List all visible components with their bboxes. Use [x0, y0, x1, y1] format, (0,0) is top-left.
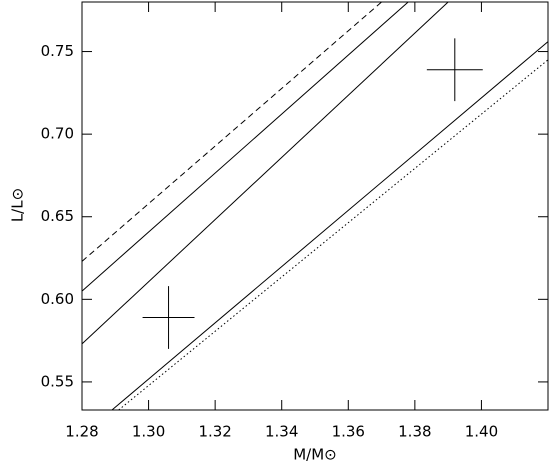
model-line [81, 1, 409, 292]
model-line [118, 59, 549, 411]
model-line [111, 41, 549, 411]
x-tick-label: 1.40 [465, 423, 498, 441]
x-tick-label: 1.38 [398, 423, 431, 441]
model-line [81, 1, 382, 262]
y-tick-label: 0.65 [41, 207, 74, 225]
x-tick-label: 1.30 [132, 423, 165, 441]
x-tick-label: 1.36 [332, 423, 365, 441]
y-tick-label: 0.70 [41, 125, 74, 143]
y-tick-label: 0.55 [41, 372, 74, 390]
y-tick-label: 0.60 [41, 290, 74, 308]
x-tick-label: 1.28 [65, 423, 98, 441]
model-line [81, 1, 449, 345]
x-tick-label: 1.34 [265, 423, 298, 441]
plot-frame [81, 1, 549, 411]
y-axis-label: L/L⊙ [9, 188, 27, 222]
x-tick-label: 1.32 [198, 423, 231, 441]
x-axis-label: M/M⊙ [293, 446, 337, 464]
y-tick-label: 0.75 [41, 42, 74, 60]
